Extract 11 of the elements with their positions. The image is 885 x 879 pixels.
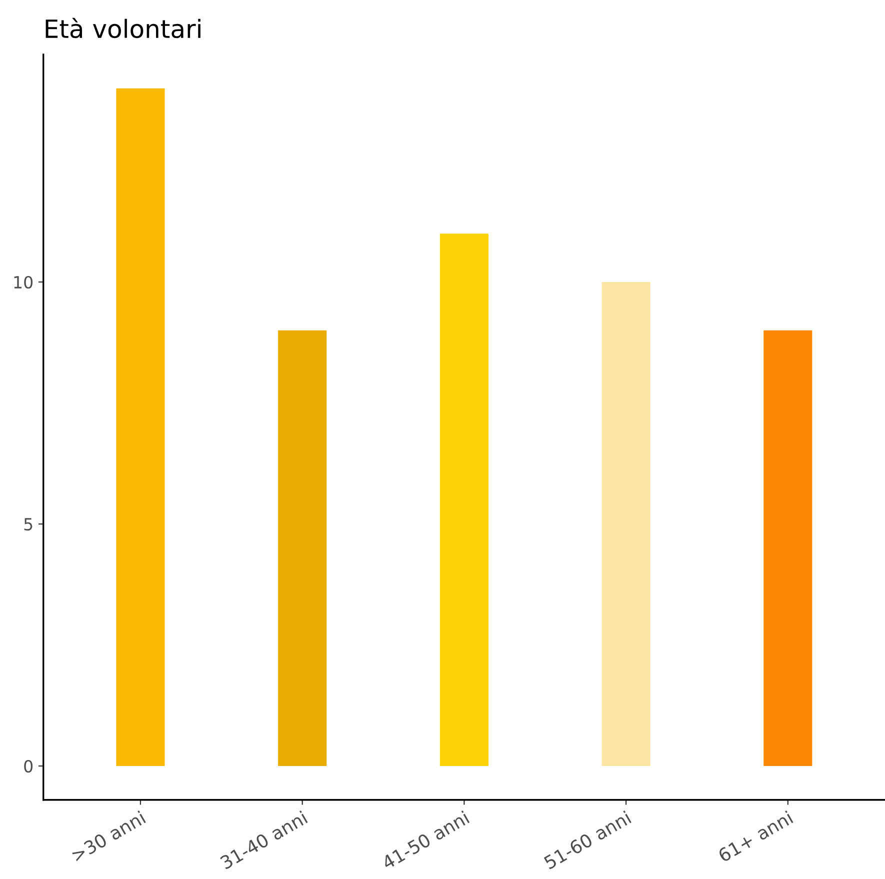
y-tick-label: 5 [24, 518, 32, 531]
x-tick-label: >30 anni [70, 810, 146, 862]
y-tick-label: 0 [24, 760, 33, 773]
bar [440, 234, 488, 766]
chart-title: Età volontari [46, 18, 200, 38]
bar [116, 88, 165, 766]
bar [278, 330, 327, 766]
x-tick-label: 61+ anni [717, 810, 794, 862]
bar [602, 282, 650, 766]
bar [764, 330, 812, 766]
y-tick-label: 10 [14, 276, 33, 289]
